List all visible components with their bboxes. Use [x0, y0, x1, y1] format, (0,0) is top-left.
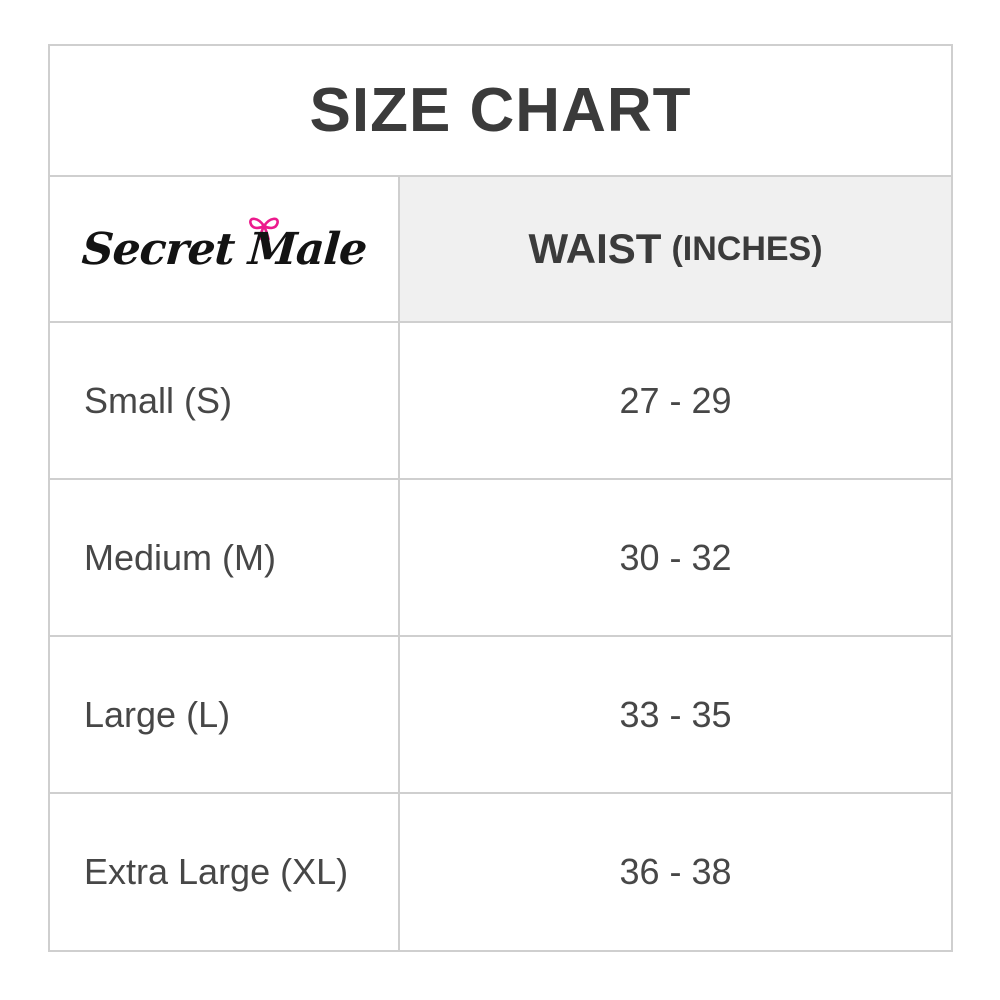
waist-column-header: WAIST (INCHES) — [400, 177, 951, 323]
page-title: SIZE CHART — [309, 76, 692, 145]
size-label: Small (S) — [84, 379, 233, 421]
waist-value: 27 - 29 — [619, 379, 732, 421]
ribbon-bow-icon — [249, 217, 279, 241]
size-label: Extra Large (XL) — [84, 851, 349, 892]
size-chart-title-row: SIZE CHART — [50, 46, 951, 177]
table-row-waist-xlarge: 36 - 38 — [400, 794, 951, 950]
brand-logo-cell: Secret Male — [50, 177, 400, 323]
size-label: Large (L) — [84, 693, 231, 735]
waist-header-unit: (INCHES) — [671, 229, 823, 268]
size-label: Medium (M) — [84, 536, 277, 578]
table-row-size-xlarge: Extra Large (XL) — [50, 794, 400, 950]
size-chart-table: SIZE CHART Secret Male WAIST (INCHES) Sm… — [48, 44, 953, 952]
table-row-size-large: Large (L) — [50, 637, 400, 794]
waist-value: 36 - 38 — [619, 851, 732, 892]
waist-value: 30 - 32 — [619, 536, 732, 578]
brand-logo-text: Secret Male — [80, 223, 368, 275]
waist-value: 33 - 35 — [619, 693, 732, 735]
waist-header-label: WAIST — [528, 225, 662, 272]
table-row-waist-medium: 30 - 32 — [400, 480, 951, 637]
table-row-waist-large: 33 - 35 — [400, 637, 951, 794]
table-row-size-medium: Medium (M) — [50, 480, 400, 637]
table-row-size-small: Small (S) — [50, 323, 400, 480]
table-row-waist-small: 27 - 29 — [400, 323, 951, 480]
